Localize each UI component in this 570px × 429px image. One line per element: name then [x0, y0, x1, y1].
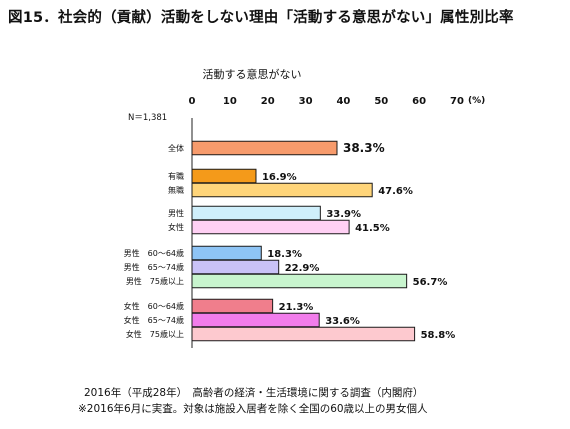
- data-label: 22.9%: [285, 263, 320, 274]
- survey-note: ※2016年6月に実査。対象は施設入居者を除く全国の60歳以上の男女個人: [78, 403, 428, 415]
- bar: [191, 312, 320, 328]
- bar: [191, 168, 257, 184]
- x-tick-label: 70: [450, 96, 464, 107]
- bar: [191, 205, 321, 221]
- data-label: 56.7%: [413, 277, 448, 288]
- category-label: 女性 65～74歳: [124, 315, 184, 325]
- bar: [191, 273, 408, 289]
- bar: [191, 182, 373, 198]
- data-label: 58.8%: [421, 330, 456, 341]
- category-label: 女性: [168, 222, 184, 232]
- category-label: 男性 65～74歳: [124, 262, 184, 272]
- data-label: 41.5%: [355, 223, 390, 234]
- data-label: 47.6%: [378, 186, 413, 197]
- bar: [191, 259, 280, 275]
- axis-unit-label: (%): [468, 96, 486, 106]
- x-tick-label: 30: [299, 96, 313, 107]
- data-label: 21.3%: [279, 302, 314, 313]
- bar: [191, 245, 262, 261]
- x-tick-label: 10: [223, 96, 237, 107]
- sample-size-label: N＝1,381: [128, 113, 168, 123]
- category-label: 男性 75歳以上: [126, 276, 184, 286]
- category-label: 女性 75歳以上: [126, 329, 184, 339]
- data-label: 33.6%: [325, 316, 360, 327]
- x-tick-label: 60: [412, 96, 426, 107]
- x-tick-label: 20: [261, 96, 275, 107]
- category-label: 女性 60～64歳: [124, 301, 184, 311]
- category-label: 男性 60～64歳: [124, 248, 184, 258]
- bar: [191, 298, 274, 314]
- data-label: 16.9%: [262, 172, 297, 183]
- bar: [191, 140, 338, 156]
- bar-chart: 0 10 20 30 40 50 60 70 全体 38.3% 有職 16.9% 無職 47.6% 男性 33…: [124, 96, 464, 348]
- x-tick-label: 50: [374, 96, 388, 107]
- data-label: 33.9%: [326, 209, 361, 220]
- category-label: 男性: [168, 208, 184, 218]
- x-tick-label: 0: [189, 96, 196, 107]
- category-label: 全体: [168, 143, 184, 153]
- category-label: 無職: [168, 185, 184, 195]
- data-label: 38.3%: [343, 141, 385, 155]
- data-label: 18.3%: [267, 249, 302, 260]
- category-label: 有職: [168, 171, 184, 181]
- source-note: 2016年（平成28年） 高齢者の経済・生活環境に関する調査（内閣府）: [84, 387, 424, 399]
- chart-subtitle: 活動する意思がない: [202, 68, 302, 81]
- chart-title: 図15．社会的（貢献）活動をしない理由「活動する意思がない」属性別比率: [8, 10, 514, 26]
- x-tick-label: 40: [336, 96, 350, 107]
- bar: [191, 219, 350, 235]
- bar: [191, 326, 416, 342]
